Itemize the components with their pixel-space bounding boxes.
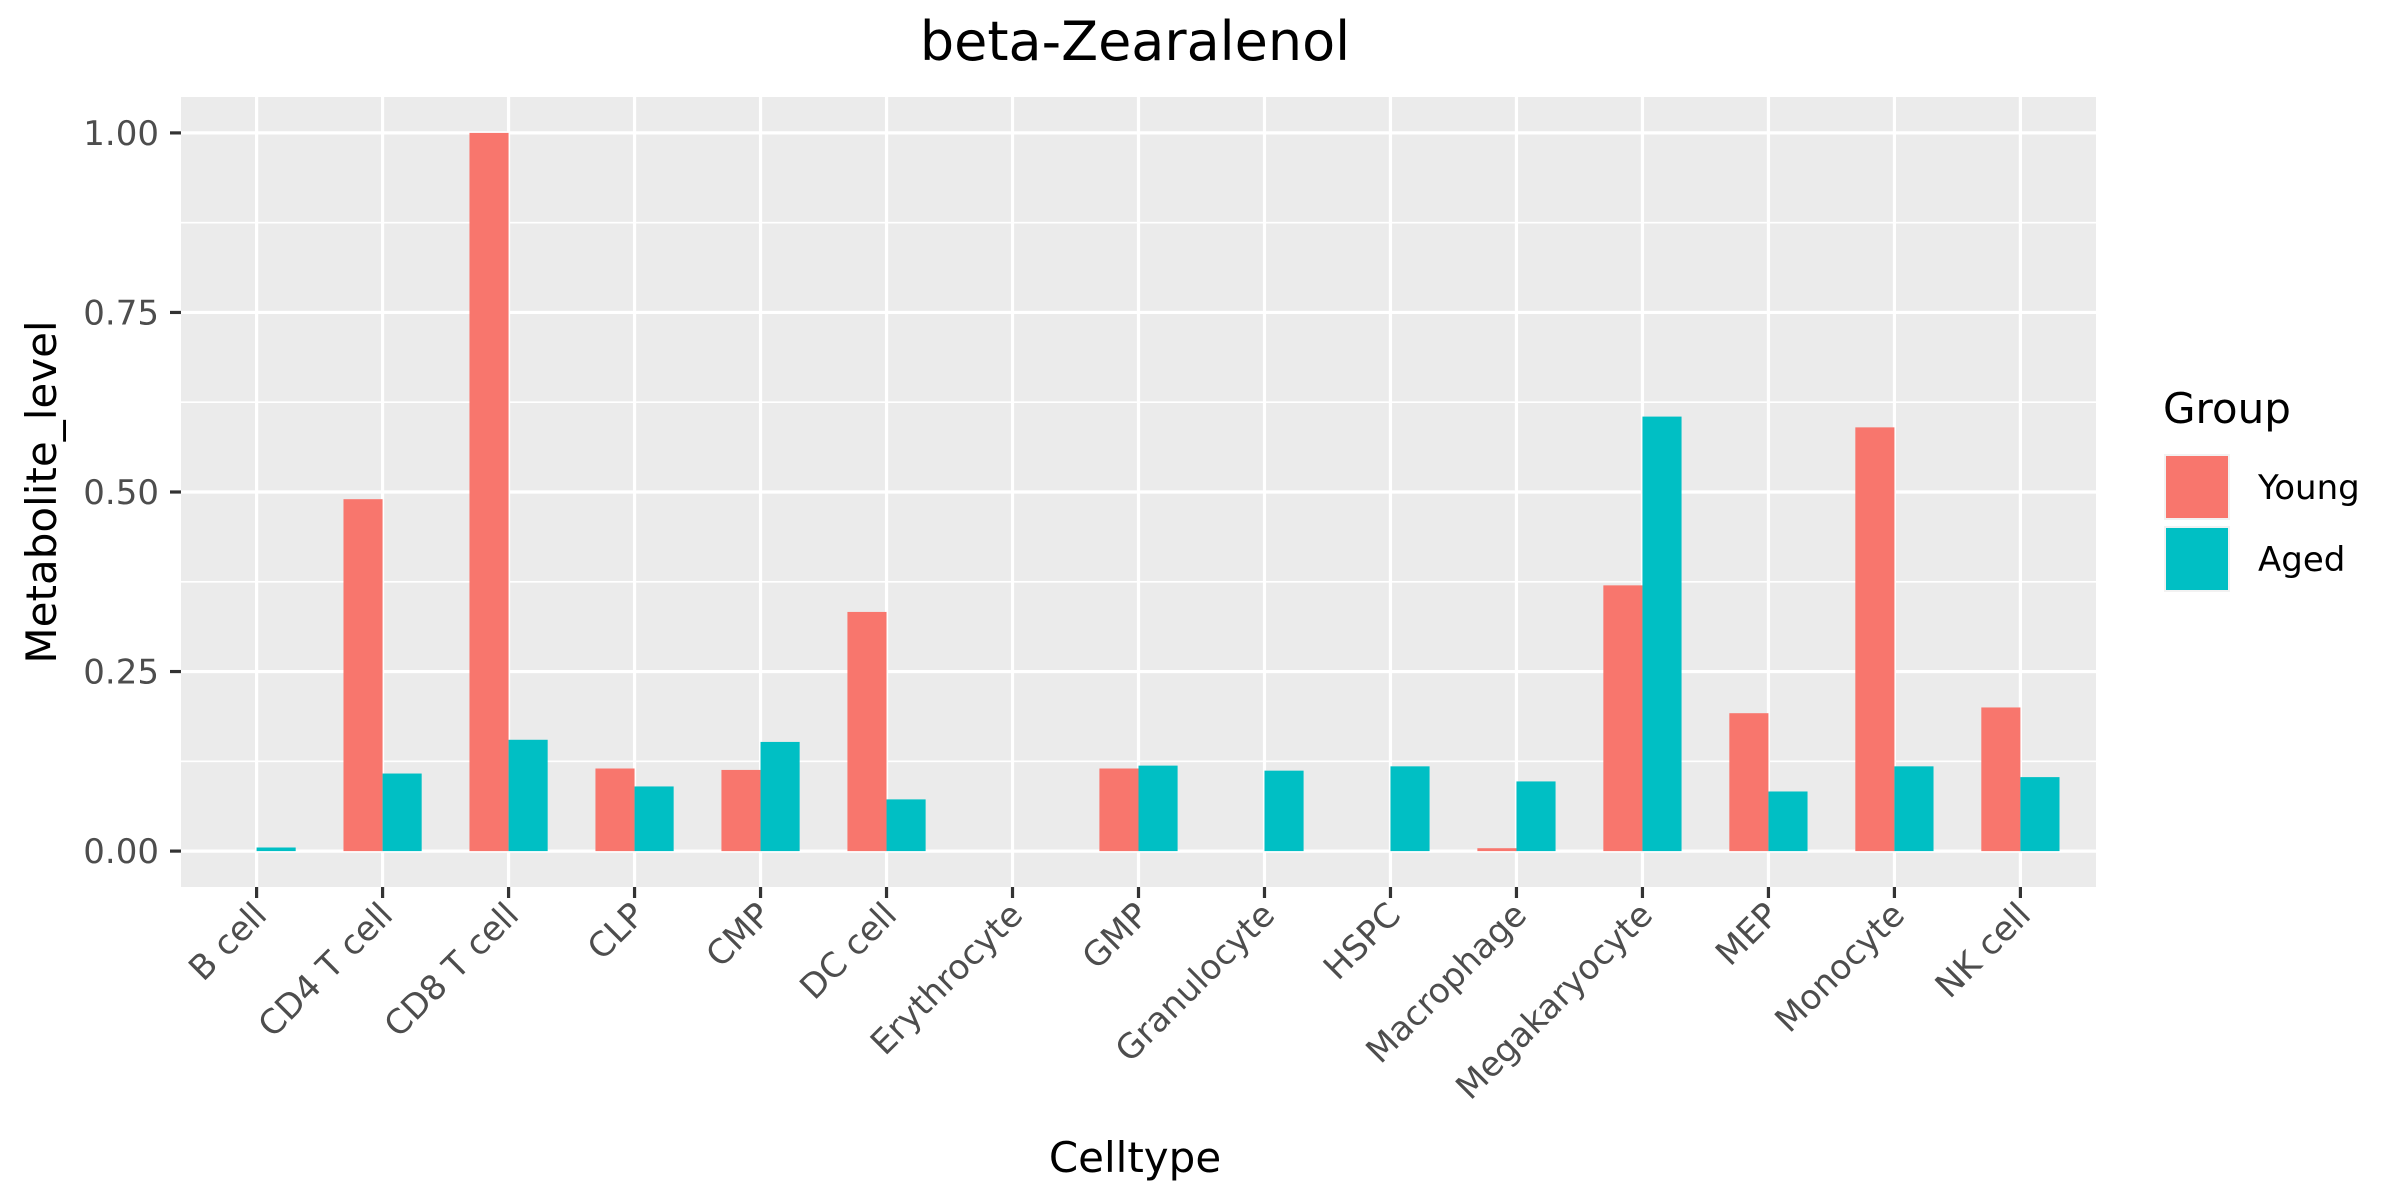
- x-tick-label: Monocyte: [1767, 895, 1912, 1040]
- y-tick-label: 0.75: [83, 293, 159, 333]
- bar-aged-clp: [634, 786, 674, 852]
- x-tick-label: CD8 T cell: [377, 895, 527, 1045]
- bar-aged-hspc: [1390, 766, 1430, 852]
- legend: Group Young Aged: [2163, 384, 2360, 592]
- bar-young-megakaryocyte: [1603, 585, 1643, 852]
- bar-young-nk-cell: [1981, 707, 2021, 852]
- legend-label-aged: Aged: [2258, 540, 2345, 580]
- y-tick-label: 1.00: [83, 114, 159, 154]
- bars: [256, 132, 2060, 852]
- bar-young-cd8-t-cell: [469, 132, 509, 852]
- y-tick-label: 0.00: [83, 832, 159, 872]
- x-tick-label: GMP: [1075, 895, 1157, 977]
- legend-label-young: Young: [2257, 468, 2360, 508]
- legend-swatch-young: [2166, 456, 2228, 518]
- x-tick-label: HSPC: [1316, 895, 1409, 988]
- x-tick-label: MEP: [1708, 895, 1787, 974]
- bar-aged-monocyte: [1894, 766, 1934, 852]
- y-tick-label: 0.25: [83, 653, 159, 693]
- bar-aged-granulocyte: [1264, 770, 1304, 852]
- bar-aged-cd8-t-cell: [508, 739, 548, 852]
- y-axis: 0.00 0.25 0.50 0.75 1.00: [83, 114, 181, 872]
- x-tick-label: DC cell: [792, 895, 905, 1008]
- legend-swatch-aged: [2166, 528, 2228, 590]
- x-axis-title: Celltype: [1049, 1133, 1221, 1182]
- bar-young-clp: [595, 768, 635, 852]
- y-axis-title: Metabolite_level: [17, 320, 66, 663]
- bar-young-macrophage: [1477, 848, 1517, 852]
- bar-young-dc-cell: [847, 611, 887, 852]
- bar-aged-nk-cell: [2020, 777, 2060, 852]
- bar-aged-mep: [1768, 791, 1808, 852]
- x-tick-label: CD4 T cell: [251, 895, 401, 1045]
- y-tick-label: 0.50: [83, 473, 159, 513]
- x-tick-label: CMP: [699, 895, 779, 975]
- x-tick-label: NK cell: [1928, 895, 2039, 1006]
- legend-title: Group: [2163, 384, 2291, 433]
- x-tick-label: CLP: [580, 895, 653, 968]
- bar-aged-dc-cell: [886, 799, 926, 852]
- bar-young-cmp: [721, 769, 761, 852]
- bar-aged-cd4-t-cell: [382, 773, 422, 852]
- bar-young-monocyte: [1855, 427, 1895, 852]
- bar-aged-megakaryocyte: [1642, 416, 1682, 852]
- bar-aged-gmp: [1138, 765, 1178, 852]
- chart-title: beta-Zearalenol: [920, 10, 1350, 73]
- bar-aged-cmp: [760, 741, 800, 852]
- bar-aged-macrophage: [1516, 781, 1556, 852]
- bar-young-gmp: [1099, 768, 1139, 852]
- bar-young-cd4-t-cell: [343, 499, 383, 852]
- bar-young-mep: [1729, 713, 1769, 852]
- x-tick-label: B cell: [181, 895, 275, 989]
- bar-aged-b-cell: [256, 847, 296, 852]
